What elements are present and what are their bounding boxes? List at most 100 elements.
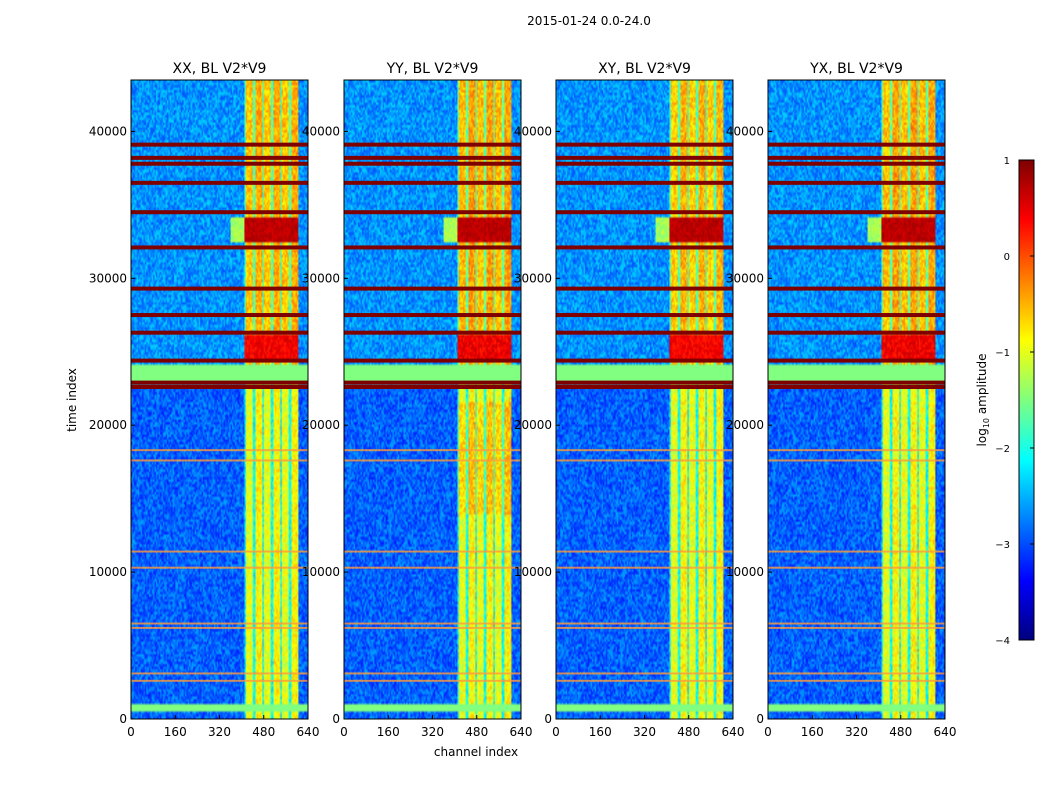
saturated-row [344, 210, 521, 215]
saturated-row [768, 385, 945, 390]
y-tick-label: 10000 [302, 565, 340, 579]
saturated-row [768, 210, 945, 215]
saturated-row [344, 155, 521, 160]
flag-line [131, 459, 308, 462]
heatmap-image [556, 80, 733, 719]
flag-line [131, 449, 308, 452]
panel-title: XX, BL V2*V9 [173, 61, 267, 77]
saturated-row [344, 161, 521, 166]
saturated-row [344, 313, 521, 318]
x-tick-label: 160 [589, 725, 612, 739]
flag-line [344, 550, 521, 553]
flag-line [556, 566, 733, 569]
flag-line [768, 550, 945, 553]
colorbar-tick-label: −1 [995, 348, 1010, 359]
saturated-row [556, 161, 733, 166]
flag-line [768, 449, 945, 452]
flag-line [556, 626, 733, 629]
y-tick-label: 20000 [302, 418, 340, 432]
panel-4: YX, BL V2*V9 0 160 320 480 640 0 10000 20000 3000… [726, 61, 957, 739]
y-tick-label: 0 [544, 712, 552, 726]
flag-line [344, 622, 521, 625]
saturated-row [131, 161, 308, 166]
saturated-row [768, 180, 945, 185]
saturated-row [768, 161, 945, 166]
saturated-row [131, 142, 308, 147]
saturated-row [556, 245, 733, 250]
flag-line [131, 566, 308, 569]
saturated-row [344, 385, 521, 390]
saturated-row [131, 385, 308, 390]
y-tick-label: 40000 [726, 124, 764, 138]
saturated-row [556, 155, 733, 160]
y-tick-label: 30000 [89, 271, 127, 285]
y-tick-label: 40000 [302, 124, 340, 138]
saturated-row [556, 142, 733, 147]
saturated-row [556, 286, 733, 291]
panel-1: XX, BL V2*V9 0 160 320 480 640 0 10000 20000 3000… [89, 61, 320, 739]
colorbar-label-subscript: 10 [982, 418, 991, 428]
panel-2: YY, BL V2*V9 0 160 320 480 640 0 10000 20000 3000… [302, 61, 533, 739]
y-tick-label: 10000 [726, 565, 764, 579]
flag-line [556, 622, 733, 625]
x-tick-label: 480 [889, 725, 912, 739]
flag-line [344, 566, 521, 569]
flag-line [556, 672, 733, 675]
x-tick-label: 640 [510, 725, 533, 739]
y-axis-label: time index [65, 368, 79, 432]
saturated-row [556, 180, 733, 185]
flag-line [131, 672, 308, 675]
saturated-row [131, 210, 308, 215]
flag-line [768, 622, 945, 625]
saturated-row [131, 286, 308, 291]
figure-suptitle: 2015-01-24 0.0-24.0 [527, 14, 651, 28]
flag-line [131, 550, 308, 553]
flag-line [344, 626, 521, 629]
saturated-row [768, 380, 945, 385]
colorbar-tick-label: −4 [995, 636, 1010, 647]
flag-line [768, 626, 945, 629]
saturated-row [131, 155, 308, 160]
saturated-row [344, 286, 521, 291]
x-tick-label: 480 [465, 725, 488, 739]
saturated-row [556, 385, 733, 390]
y-tick-label: 10000 [89, 565, 127, 579]
panel-title: YX, BL V2*V9 [809, 61, 903, 77]
colorbar-label-rest: amplitude [975, 354, 989, 418]
saturated-row [768, 245, 945, 250]
flag-line [344, 679, 521, 682]
saturated-row [556, 313, 733, 318]
y-tick-label: 20000 [726, 418, 764, 432]
x-tick-label: 160 [164, 725, 187, 739]
flag-line [556, 459, 733, 462]
saturated-row [768, 286, 945, 291]
panels-group: XX, BL V2*V9 0 160 320 480 640 0 10000 20000 3000… [89, 61, 957, 739]
saturated-row [768, 358, 945, 363]
flag-line [131, 679, 308, 682]
saturated-row [768, 313, 945, 318]
flag-line [131, 626, 308, 629]
saturated-row [131, 313, 308, 318]
heatmap-image [131, 80, 308, 719]
x-tick-label: 640 [722, 725, 745, 739]
x-tick-label: 640 [297, 725, 320, 739]
y-tick-label: 20000 [89, 418, 127, 432]
colorbar-label: log10 amplitude [975, 354, 991, 447]
y-tick-label: 0 [332, 712, 340, 726]
saturated-row [556, 358, 733, 363]
flag-line [556, 550, 733, 553]
saturated-row [344, 180, 521, 185]
flag-line [556, 679, 733, 682]
saturated-row [344, 142, 521, 147]
y-tick-label: 40000 [89, 124, 127, 138]
x-tick-label: 0 [127, 725, 135, 739]
y-tick-label: 40000 [514, 124, 552, 138]
flag-line [768, 672, 945, 675]
saturated-row [344, 358, 521, 363]
saturated-row [768, 330, 945, 335]
flag-line [768, 679, 945, 682]
x-tick-label: 640 [934, 725, 957, 739]
saturated-row [556, 330, 733, 335]
flag-line [344, 672, 521, 675]
colorbar-gradient [1018, 159, 1035, 641]
